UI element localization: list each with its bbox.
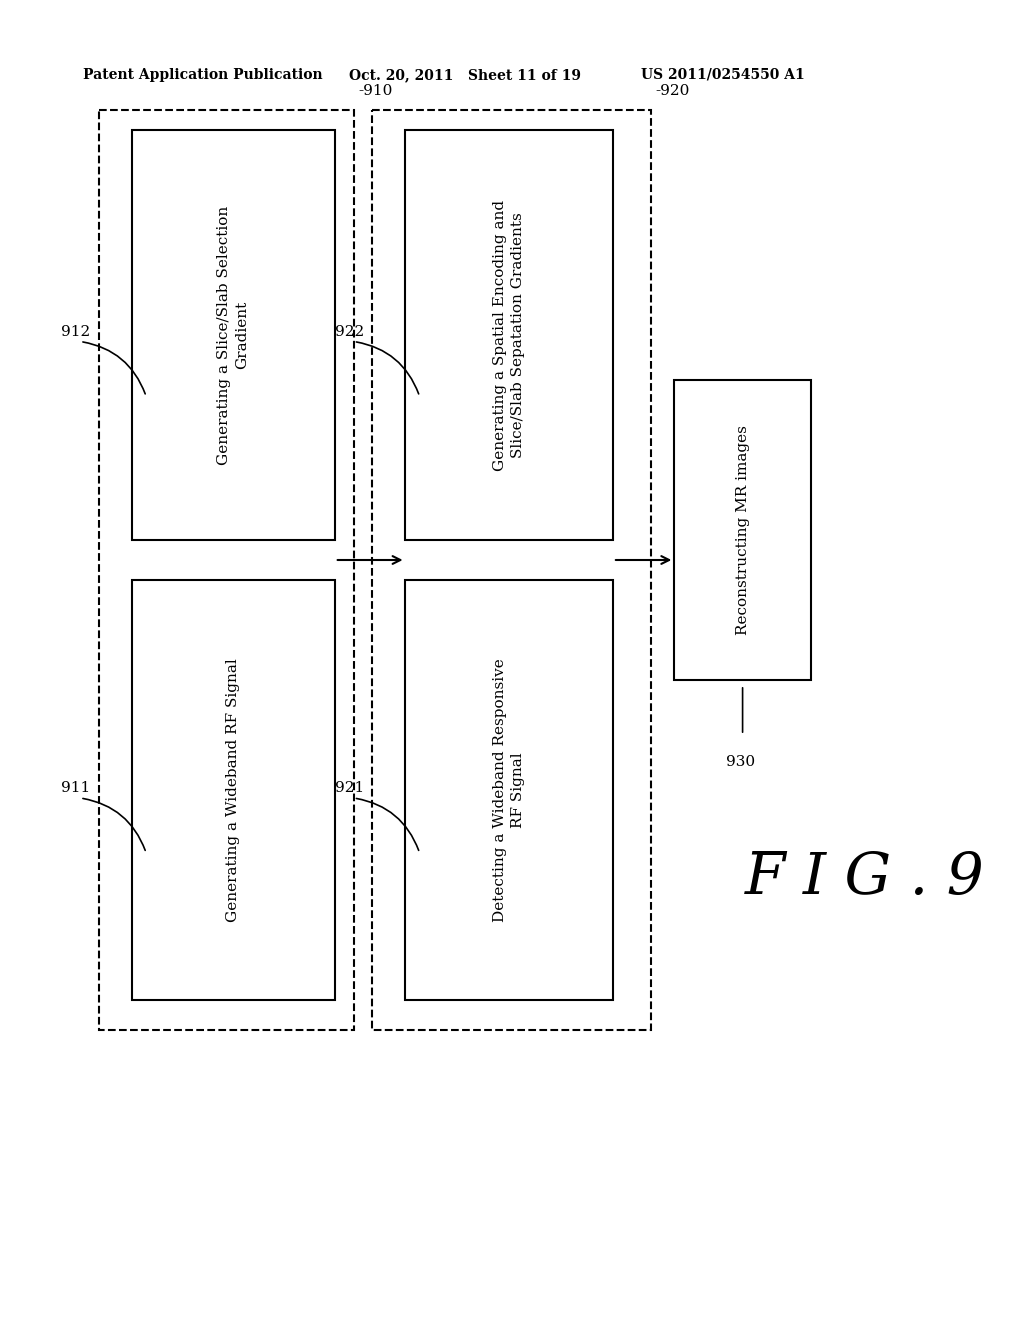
- Text: 912: 912: [61, 325, 90, 338]
- Text: -910: -910: [358, 84, 392, 98]
- Text: -920: -920: [655, 84, 690, 98]
- Text: Generating a Slice/Slab Selection
Gradient: Generating a Slice/Slab Selection Gradie…: [217, 206, 250, 465]
- Text: F I G . 9: F I G . 9: [744, 850, 985, 907]
- Text: US 2011/0254550 A1: US 2011/0254550 A1: [641, 69, 805, 82]
- Bar: [132, 579, 335, 1001]
- Bar: [373, 110, 650, 1030]
- Text: Generating a Spatial Encoding and
Slice/Slab Sepatation Gradients: Generating a Spatial Encoding and Slice/…: [493, 199, 525, 470]
- Text: Patent Application Publication: Patent Application Publication: [83, 69, 323, 82]
- Bar: [406, 579, 613, 1001]
- Text: 921: 921: [335, 781, 364, 795]
- Text: Detecting a Wideband Responsive
RF Signal: Detecting a Wideband Responsive RF Signa…: [493, 659, 525, 921]
- Text: 930: 930: [726, 755, 755, 770]
- Bar: [99, 110, 353, 1030]
- Text: 911: 911: [61, 781, 90, 795]
- Bar: [406, 129, 613, 540]
- Bar: [132, 129, 335, 540]
- Text: 922: 922: [335, 325, 364, 338]
- Text: Oct. 20, 2011   Sheet 11 of 19: Oct. 20, 2011 Sheet 11 of 19: [349, 69, 581, 82]
- Bar: [674, 380, 811, 680]
- Text: Generating a Wideband RF Signal: Generating a Wideband RF Signal: [226, 659, 241, 921]
- Text: Reconstructing MR images: Reconstructing MR images: [735, 425, 750, 635]
